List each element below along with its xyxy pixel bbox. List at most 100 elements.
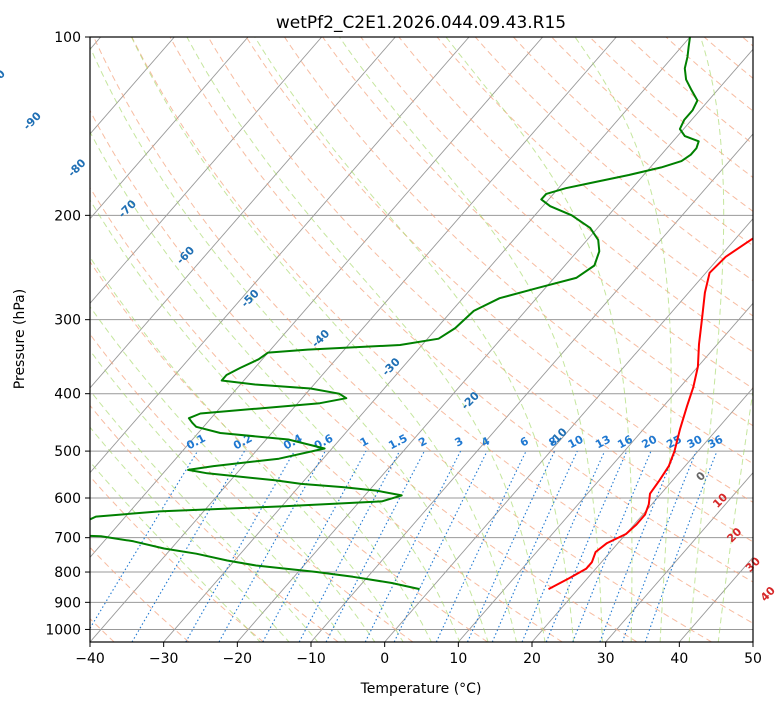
mixing-ratio-label: 13 (593, 433, 613, 452)
x-tick-label: −30 (149, 651, 179, 667)
y-tick-label: 800 (54, 565, 81, 581)
dry-adiabat-line (703, 37, 753, 79)
isotherm-line (90, 37, 544, 559)
mixing-ratio-line (435, 450, 527, 642)
mixing-ratio-label: 36 (706, 433, 726, 452)
x-tick-label: 30 (597, 651, 615, 667)
x-tick-label: 20 (523, 651, 541, 667)
dry-adiabat-line (284, 37, 753, 465)
x-tick-label: 50 (744, 651, 762, 667)
dry-adiabat-line (360, 37, 753, 390)
theta-label: -20 (459, 389, 482, 412)
isotherm-line (531, 387, 753, 642)
y-axis-label: Pressure (hPa) (12, 289, 28, 389)
mixing-ratio-label: 0.1 (184, 432, 207, 453)
chart-title: wetPf2_C2E1.2026.044.09.43.R15 (276, 13, 566, 33)
dry-adiabat-line (169, 37, 753, 583)
mixing-ratio-line (521, 450, 606, 642)
y-tick-label: 600 (54, 491, 81, 507)
mixing-ratio-line (572, 450, 652, 642)
moist-adiabat-line (90, 45, 489, 642)
mixing-ratio-line (393, 450, 488, 642)
moist-adiabat-line (90, 349, 347, 642)
isotherm-line (236, 48, 753, 642)
y-tick-label: 500 (54, 444, 81, 460)
theta-label: -100 (0, 67, 8, 96)
mixing-ratio-label: 30 (685, 433, 705, 452)
line-labels: 0.1 0.2 0.4 0.6 1 1.5 2 3 4 6 8 10 13 16 20 25 30 36-100-… (0, 67, 775, 604)
dry-adiabat-line (93, 37, 712, 642)
isotherm-line (90, 37, 617, 642)
dry-adiabat-line (474, 37, 753, 282)
dry-adiabat-line (513, 37, 753, 247)
mixing-ratio-line (491, 450, 578, 642)
x-tick-label: 40 (670, 651, 688, 667)
moist-adiabat-line (131, 37, 518, 642)
dry-adiabat-line (589, 37, 753, 179)
moist-adiabat-line (90, 305, 376, 642)
isotherm-line (90, 37, 249, 220)
theta-label: -40 (309, 327, 332, 350)
moist-adiabat-line (688, 37, 725, 642)
theta-label: 10 (710, 490, 730, 510)
mixing-ratio-label: 16 (615, 433, 635, 452)
dry-adiabat-line (665, 37, 753, 112)
mixing-ratio-label: 4 (479, 434, 492, 449)
dry-adiabat-line (436, 37, 753, 317)
isotherm-line (457, 302, 753, 642)
axis-ticks: −40 −30 −20 −10 0 10 20 30 40 5010020030040050060… (45, 30, 762, 667)
y-tick-label: 700 (54, 531, 81, 547)
moist-adiabat-line (90, 389, 319, 642)
mixing-ratio-label: 3 (453, 434, 466, 449)
isotherm-line (90, 37, 323, 304)
dry-adiabat-line (90, 186, 563, 642)
dry-adiabat-line (322, 37, 753, 427)
mixing-ratio-line (545, 450, 628, 642)
x-tick-label: 0 (380, 651, 389, 667)
dewpoint-line (90, 37, 700, 591)
dry-adiabat-line (551, 37, 753, 212)
mixing-ratio-label: 10 (566, 433, 586, 452)
temperature-line (548, 237, 753, 590)
moist-adiabat-line (90, 130, 461, 642)
x-tick-label: −20 (223, 651, 253, 667)
mixing-ratio-line (90, 450, 199, 630)
moist-adiabat-line (254, 37, 575, 642)
y-tick-label: 100 (54, 30, 81, 46)
y-tick-label: 200 (54, 208, 81, 224)
moist-adiabat-line (90, 199, 432, 642)
theta-label: -70 (116, 197, 139, 220)
dry-adiabat-line (742, 37, 753, 47)
mixing-ratio-line (262, 450, 367, 642)
dry-adiabat-line (90, 333, 414, 642)
mixing-ratio-label: 1 (358, 434, 371, 449)
moist-adiabat-line (574, 37, 672, 642)
isotherm-line (384, 217, 753, 642)
moist-adiabat-line (90, 256, 404, 642)
mixing-ratio-line (218, 450, 326, 642)
moist-adiabat-line (338, 37, 603, 642)
isotherm-line (90, 37, 396, 389)
y-tick-label: 1000 (45, 622, 81, 638)
moist-adiabat-line (186, 37, 546, 642)
dry-adiabat-line (90, 475, 264, 642)
mixing-ratio-label: 25 (664, 433, 684, 452)
isotherm-line (310, 133, 753, 642)
isotherm-line (90, 37, 470, 474)
moist-adiabat-line (90, 461, 261, 642)
profile-lines (90, 37, 753, 591)
isotherm-line (163, 37, 691, 642)
mixing-ratio-label: 6 (518, 434, 531, 449)
mixing-ratio-label: 1.5 (386, 432, 409, 453)
moist-adiabat-line (90, 426, 290, 642)
mixing-ratio-line (466, 450, 556, 642)
x-tick-label: 10 (449, 651, 467, 667)
theta-label: -80 (65, 156, 88, 179)
y-tick-label: 400 (54, 387, 81, 403)
background-lines (90, 37, 753, 642)
isotherm-line (678, 556, 753, 642)
plot-frame (89, 36, 754, 643)
theta-label: 20 (724, 525, 744, 545)
x-axis-label: Temperature (°C) (360, 681, 482, 697)
